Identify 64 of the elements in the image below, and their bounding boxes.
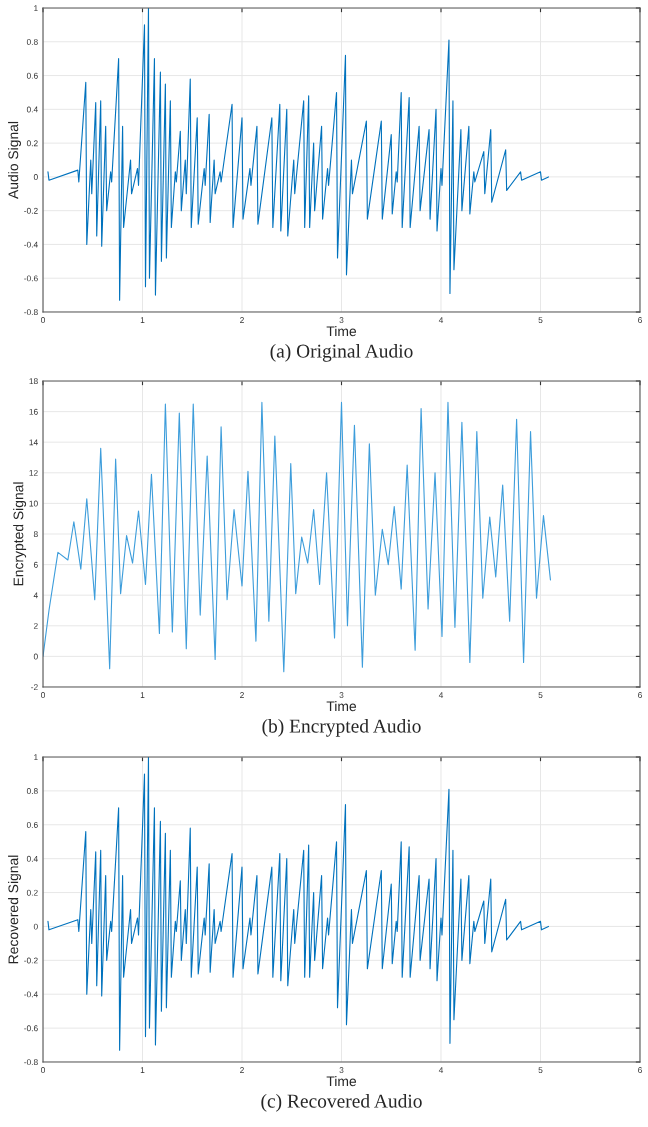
x-tick-label: 1 xyxy=(140,1067,145,1073)
text: (b) Encrypted Audio xyxy=(262,719,421,737)
line-series xyxy=(47,757,550,1051)
y-tick-label: -0.4 xyxy=(24,991,38,998)
y-axis-title: Recovered Signal xyxy=(8,855,21,964)
y-tick-label: 10 xyxy=(29,500,38,507)
x-tick-label: 4 xyxy=(438,317,444,323)
y-tick-label: -0.4 xyxy=(24,241,38,248)
y-tick-label: 1 xyxy=(34,754,38,761)
x-tick-label: 3 xyxy=(339,1067,344,1073)
y-tick-label: 6 xyxy=(33,561,38,568)
x-tick-label: 0 xyxy=(41,317,45,323)
y-tick-label: 0.6 xyxy=(26,821,38,828)
x-tick-label: 5 xyxy=(538,692,543,698)
y-tick-label: 0 xyxy=(33,653,38,660)
x-axis-title: Time xyxy=(326,701,357,712)
x-tick-label: 3 xyxy=(339,692,344,698)
y-tick-label: 8 xyxy=(33,531,38,538)
x-tick-label: 6 xyxy=(638,692,642,698)
y-tick-label: 4 xyxy=(33,592,38,599)
y-tick-label: 18 xyxy=(29,378,38,385)
x-tick-label: 3 xyxy=(339,317,344,323)
x-tick-label: 4 xyxy=(438,1067,444,1073)
x-axis-title: Time xyxy=(326,326,357,337)
y-tick-label: -2 xyxy=(31,684,38,691)
x-tick-label: 5 xyxy=(538,317,543,323)
text: (a) Original Audio xyxy=(270,344,413,362)
y-tick-label: 0.2 xyxy=(26,889,38,896)
y-tick-label: 14 xyxy=(29,439,38,446)
x-tick-label: 2 xyxy=(240,692,244,698)
text: (c) Recovered Audio xyxy=(261,1094,422,1112)
y-tick-label: 0 xyxy=(33,923,38,930)
y-tick-label: 12 xyxy=(29,470,38,476)
y-tick-label: 0.8 xyxy=(26,38,38,45)
x-tick-label: 4 xyxy=(438,692,444,698)
x-tick-label: 0 xyxy=(41,1067,45,1073)
x-tick-label: 1 xyxy=(140,317,145,323)
y-tick-label: -0.6 xyxy=(24,275,38,282)
y-tick-label: 0 xyxy=(33,174,38,180)
y-tick-label: -0.2 xyxy=(24,957,38,964)
y-axis-title: Encrypted Signal xyxy=(13,482,27,586)
y-tick-label: -0.2 xyxy=(24,207,38,214)
line-series xyxy=(43,401,552,673)
x-tick-label: 0 xyxy=(41,692,45,698)
x-tick-label: 1 xyxy=(140,692,145,698)
x-tick-label: 5 xyxy=(538,1067,543,1073)
y-tick-label: 0.4 xyxy=(26,855,38,862)
y-tick-label: -0.8 xyxy=(24,309,38,316)
y-tick-label: 0.4 xyxy=(26,106,38,113)
x-axis-title: Time xyxy=(326,1076,357,1087)
x-tick-label: 6 xyxy=(638,1067,642,1073)
line-series xyxy=(47,8,550,301)
x-tick-label: 2 xyxy=(240,1067,244,1073)
y-tick-label: 0.8 xyxy=(26,788,38,794)
y-tick-label: 2 xyxy=(33,623,38,629)
y-tick-label: -0.8 xyxy=(24,1059,38,1066)
y-tick-label: 16 xyxy=(29,408,38,415)
x-tick-label: 6 xyxy=(638,317,642,323)
y-axis-title: Audio Signal xyxy=(8,121,21,199)
x-tick-label: 2 xyxy=(240,317,244,323)
y-tick-label: 0.6 xyxy=(26,72,38,79)
y-tick-label: 0.2 xyxy=(26,140,38,147)
y-tick-label: -0.6 xyxy=(24,1025,38,1032)
y-tick-label: 1 xyxy=(34,5,38,12)
